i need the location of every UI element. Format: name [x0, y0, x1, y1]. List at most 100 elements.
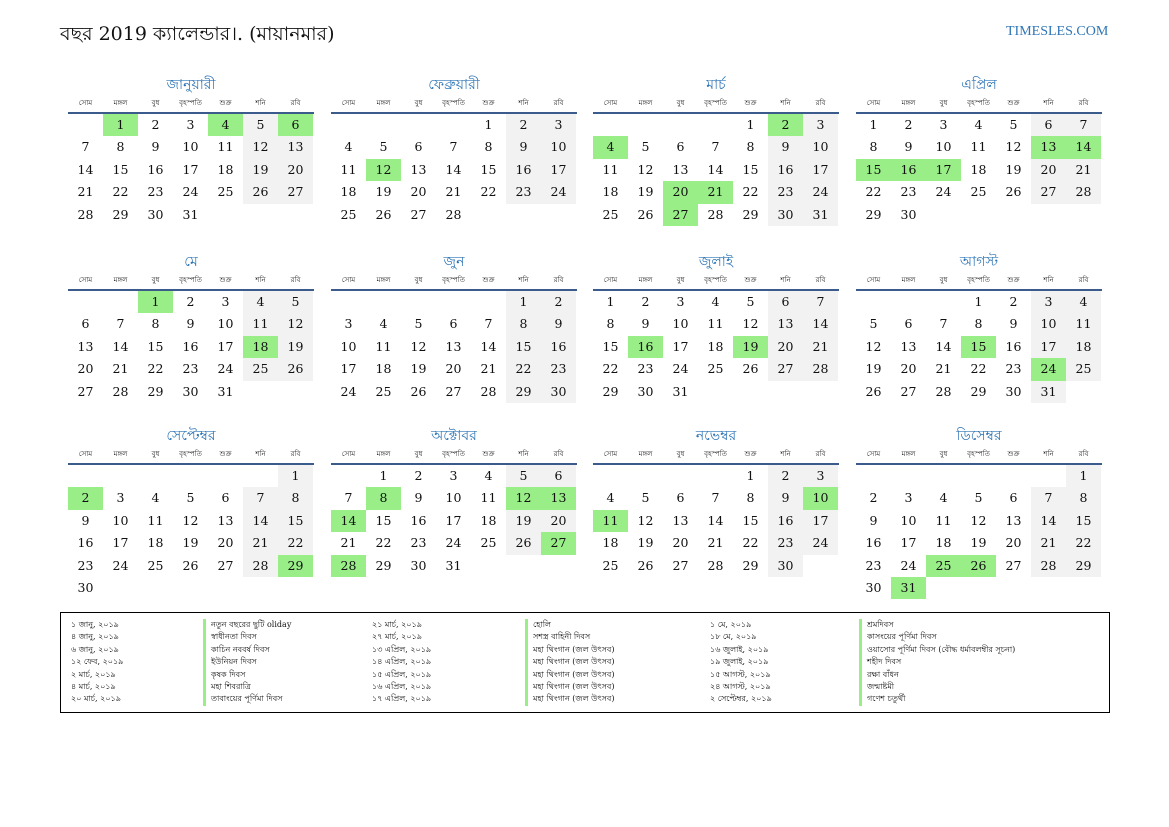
- day-cell: 8: [484, 139, 493, 155]
- divider: [331, 112, 577, 114]
- day-cell: 6: [541, 465, 576, 488]
- day-cell: 20: [900, 361, 917, 377]
- day-cell: 28: [445, 206, 462, 222]
- day-cell: 5: [641, 490, 650, 506]
- day-cell: 31: [672, 383, 689, 399]
- day-cell: 24: [112, 557, 129, 573]
- divider: [331, 289, 577, 291]
- day-cell: 26: [182, 557, 199, 573]
- day-cell: 22: [480, 184, 497, 200]
- day-cell: 12: [182, 512, 199, 528]
- month-calendar: জানুয়ারী সোম মঙ্গল বুধ বৃহস্পতি শুক্র শনি রবি 1…: [68, 74, 314, 226]
- day-cell: 19: [410, 361, 427, 377]
- weekday-label: শুক্র: [219, 276, 232, 284]
- holiday-name: ইউনিয়ন দিবস: [211, 657, 257, 667]
- day-cell: 3: [221, 294, 230, 309]
- weekday-header: সোম মঙ্গল বুধ বৃহস্পতি শুক্র শনি রবি: [68, 96, 314, 110]
- day-cell: 22: [602, 361, 619, 377]
- day-cell: 24: [541, 181, 576, 204]
- day-cell: 30: [1005, 383, 1022, 399]
- day-cell: 2: [541, 291, 576, 314]
- day-cell: 3: [939, 117, 948, 132]
- day-grid: 1 2 3 4 5 6 7 8 9 10 11 12 13 14 15 16 17 18 19 20 21 22 23 24 2…: [68, 465, 314, 599]
- day-cell: 26: [637, 557, 654, 573]
- day-cell: 9: [768, 487, 803, 510]
- day-cell: 29: [970, 383, 987, 399]
- day-cell: 28: [77, 206, 94, 222]
- month-name: সেপ্টেম্বর: [166, 428, 216, 444]
- day-cell: 3: [904, 490, 913, 506]
- day-cell: 30: [865, 579, 882, 595]
- weekday-label: বৃহস্পতি: [442, 276, 465, 284]
- day-cell: 13: [672, 512, 689, 528]
- day-cell: 6: [768, 291, 803, 314]
- day-cell: 11: [217, 139, 234, 155]
- holiday-date: ১৬ জুলাই, ২০১৯: [710, 644, 769, 654]
- day-cell: 8: [746, 490, 755, 506]
- weekday-label: সোম: [603, 99, 618, 107]
- day-cell: 13: [278, 136, 313, 159]
- weekday-label: বৃহস্পতি: [442, 99, 465, 107]
- weekday-label: শনি: [780, 99, 791, 107]
- divider: [593, 289, 839, 291]
- day-cell: 3: [116, 490, 125, 506]
- weekday-label: বৃহস্পতি: [179, 276, 202, 284]
- day-cell: 28: [803, 358, 838, 381]
- weekday-label: শুক্র: [744, 99, 757, 107]
- site-brand-link[interactable]: TIMESLES.COM: [1006, 24, 1109, 39]
- weekday-label: শনি: [1043, 450, 1054, 458]
- holiday-date: ২ মার্চ, ২০১৯: [71, 669, 116, 679]
- weekday-label: শনি: [255, 450, 266, 458]
- day-cell: 13: [1005, 512, 1022, 528]
- day-cell: 16: [1005, 338, 1022, 354]
- empty-cell: [68, 114, 103, 136]
- day-cell: 7: [711, 490, 720, 506]
- weekday-label: রবি: [1078, 450, 1089, 458]
- day-cell: 21: [77, 184, 94, 200]
- day-cell: 27: [768, 358, 803, 381]
- weekday-label: শনি: [780, 276, 791, 284]
- weekday-label: সোম: [603, 450, 618, 458]
- month-calendar: অক্টোবর সোম মঙ্গল বুধ বৃহস্পতি শুক্র শনি রবি 1 2 3…: [331, 425, 577, 577]
- day-cell: 18: [147, 535, 164, 551]
- day-cell: 7: [1031, 487, 1066, 510]
- day-cell: 3: [676, 294, 685, 309]
- day-cell: 10: [1031, 313, 1066, 336]
- weekday-label: মঙ্গল: [638, 99, 653, 107]
- holiday-day-cell: 25: [926, 554, 961, 577]
- empty-cell: [436, 291, 471, 313]
- weekday-label: মঙ্গল: [901, 99, 916, 107]
- weekday-header: সোম মঙ্গল বুধ বৃহস্পতি শুক্র শনি রবি: [331, 447, 577, 461]
- day-cell: 23: [506, 181, 541, 204]
- month-name: ফেব্রুয়ারী: [428, 77, 480, 93]
- day-cell: 7: [116, 316, 125, 332]
- day-cell: 10: [935, 139, 952, 155]
- day-cell: 8: [869, 139, 878, 155]
- day-cell: 6: [676, 139, 685, 155]
- day-cell: 3: [449, 468, 458, 483]
- weekday-label: মঙ্গল: [901, 276, 916, 284]
- day-cell: 22: [865, 184, 882, 200]
- weekday-header: সোম মঙ্গল বুধ বৃহস্পতি শুক্র শনি রবি: [68, 273, 314, 287]
- day-cell: 28: [112, 383, 129, 399]
- weekday-label: রবি: [815, 450, 826, 458]
- day-cell: 9: [641, 316, 650, 332]
- weekday-label: রবি: [553, 450, 564, 458]
- empty-cell: [331, 465, 366, 487]
- day-cell: 10: [900, 512, 917, 528]
- day-cell: 13: [768, 313, 803, 336]
- weekday-label: শুক্র: [1007, 99, 1020, 107]
- day-cell: 4: [974, 117, 983, 132]
- holiday-day-cell: 16: [891, 158, 926, 182]
- day-cell: 23: [77, 557, 94, 573]
- day-cell: 2: [768, 465, 803, 488]
- weekday-header: সোম মঙ্গল বুধ বৃহস্পতি শুক্র শনি রবি: [331, 273, 577, 287]
- day-cell: 10: [217, 316, 234, 332]
- weekday-header: সোম মঙ্গল বুধ বৃহস্পতি শুক্র শনি রবি: [856, 273, 1102, 287]
- day-cell: 19: [182, 535, 199, 551]
- day-cell: 25: [707, 361, 724, 377]
- day-cell: 29: [602, 383, 619, 399]
- holiday-day-cell: 24: [1031, 358, 1066, 381]
- day-cell: 17: [1031, 335, 1066, 359]
- holiday-day-cell: 11: [593, 509, 628, 533]
